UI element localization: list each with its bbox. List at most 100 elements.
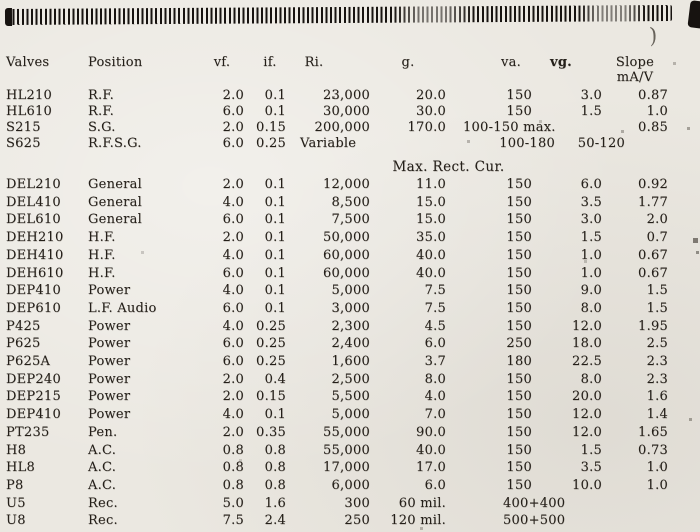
cell-position: H.F. [88, 230, 116, 246]
cell-g: 35.0 [416, 230, 446, 246]
cell-va: 150 [506, 460, 532, 476]
cell-g: 17.0 [416, 460, 446, 476]
cell-vf: 4.0 [222, 247, 244, 263]
cell-vf: 6.0 [222, 104, 244, 119]
table-row: DEP215 Power 2.0 0.15 5,500 4.0 150 20.0 1.6 [6, 389, 668, 404]
cell-vg: 3.5 [580, 194, 602, 210]
table-row: DEP410 Power 4.0 0.1 5,000 7.5 150 9.0 1.5 [6, 283, 668, 298]
cell-if: 0.15 [256, 120, 286, 135]
cell-ri: 60,000 [323, 247, 370, 263]
cell-vf: 2.0 [222, 120, 244, 135]
cell-position: H.F. [88, 247, 116, 263]
cell-valve: DEL210 [6, 177, 61, 192]
cell-slope: 0.67 [638, 247, 668, 263]
cell-position: L.F. Audio [88, 300, 157, 316]
cell-vf: 4.0 [222, 194, 244, 210]
cell-if: 0.15 [256, 389, 286, 405]
table-row: P425 Power 4.0 0.25 2,300 4.5 150 12.0 1.95 [6, 319, 668, 334]
cell-ri: 5,000 [331, 283, 370, 299]
cell-slope: 1.77 [638, 194, 668, 210]
cell-position: R.F.S.G. [88, 136, 142, 151]
table-row: P625A Power 6.0 0.25 1,600 3.7 180 22.5 2.3 [6, 354, 668, 369]
column-header-g: g. [401, 55, 415, 70]
cell-ri: 2,500 [331, 371, 370, 387]
cell-if: 0.1 [264, 407, 286, 423]
column-header-if: if. [263, 55, 277, 70]
cell-vf: 6.0 [222, 265, 244, 281]
cell-position: Power [88, 407, 131, 423]
table-row: P625 Power 6.0 0.25 2,400 6.0 250 18.0 2.5 [6, 336, 668, 351]
cell-vf: 6.0 [222, 354, 244, 369]
cell-ri: 12,000 [323, 177, 370, 192]
cell-slope: 0.7 [646, 230, 668, 246]
cell-ri: Variable [300, 136, 357, 151]
cell-slope: 1.5 [646, 283, 668, 299]
column-header-vg: vg. [550, 55, 572, 70]
cell-vf: 0.8 [222, 477, 244, 493]
cell-position: General [88, 212, 143, 228]
cell-position: S.G. [88, 120, 116, 135]
cell-va: 100-150 max. [463, 120, 556, 135]
cell-vg: 3.5 [580, 460, 602, 476]
film-strip-decoration [7, 4, 673, 26]
cell-if: 0.25 [256, 136, 286, 151]
cell-vg: 50-120 [577, 136, 625, 151]
cell-vg: 12.0 [572, 407, 602, 423]
cell-g: 6.0 [424, 477, 446, 493]
cell-position: R.F. [88, 88, 115, 103]
cell-vg: 1.5 [580, 442, 602, 458]
cell-vf: 4.0 [222, 407, 244, 423]
column-header-position: Position [88, 55, 143, 70]
cell-vg: 1.0 [580, 265, 602, 281]
cell-vf: 2.0 [222, 389, 244, 405]
cell-va: 150 [506, 318, 532, 334]
cell-position: Power [88, 336, 131, 352]
table-row: HL610 R.F. 6.0 0.1 30,000 30.0 150 1.5 1.0 [6, 104, 668, 119]
cell-vf: 4.0 [222, 318, 244, 334]
cell-ri: 200,000 [314, 120, 370, 135]
cell-valve: PT235 [6, 424, 50, 440]
cell-ri: 17,000 [323, 460, 370, 476]
table-row: DEL210 General 2.0 0.1 12,000 11.0 150 6.0 0.92 [6, 177, 668, 192]
table-row: S215 S.G. 2.0 0.15 200,000 170.0 100-150 max. 0… [6, 120, 668, 135]
cell-g: 11.0 [416, 177, 446, 192]
table-row: HL8 A.C. 0.8 0.8 17,000 17.0 150 3.5 1.0 [6, 460, 668, 475]
cell-slope: 1.95 [638, 318, 668, 334]
cell-vf: 0.8 [222, 442, 244, 458]
section-note-max-rect-cur: Max. Rect. Cur. [392, 159, 505, 175]
cell-g: 3.7 [424, 354, 446, 369]
table-row: DEH610 H.F. 6.0 0.1 60,000 40.0 150 1.0 0.67 [6, 266, 668, 281]
cell-g: 40.0 [416, 247, 446, 263]
cell-slope: 1.0 [646, 477, 668, 493]
cell-valve: S215 [6, 120, 41, 135]
cell-valve: HL8 [6, 460, 35, 476]
cell-vg: 1.5 [580, 104, 602, 119]
cell-vf: 4.0 [222, 283, 244, 299]
cell-va: 150 [506, 212, 532, 228]
cell-slope: 1.65 [638, 424, 668, 440]
ink-squiggle-mark-icon: ) [646, 22, 660, 49]
cell-va: 150 [506, 88, 532, 103]
cell-g: 7.5 [424, 300, 446, 316]
cell-ri: 55,000 [323, 442, 370, 458]
table-row: DEP240 Power 2.0 0.4 2,500 8.0 150 8.0 2.3 [6, 372, 668, 387]
cell-ri: 3,000 [331, 300, 370, 316]
cell-position: A.C. [88, 477, 117, 493]
cell-vf: 2.0 [222, 230, 244, 246]
cell-vf: 2.0 [222, 177, 244, 192]
cell-valve: DEL610 [6, 212, 61, 228]
cell-ri: 8,500 [331, 194, 370, 210]
cell-va: 150 [506, 230, 532, 246]
cell-position: H.F. [88, 265, 116, 281]
cell-if: 0.1 [264, 88, 286, 103]
cell-ri: 60,000 [323, 265, 370, 281]
cell-valve: DEH210 [6, 230, 64, 246]
table-row: U8 Rec. 7.5 2.4 250 120 mil. 500+500 [6, 513, 668, 528]
cell-vg: 3.0 [580, 88, 602, 103]
cell-vf: 2.0 [222, 88, 244, 103]
cell-ri: 250 [344, 513, 370, 529]
cell-position: Rec. [88, 513, 118, 529]
table-row: P8 A.C. 0.8 0.8 6,000 6.0 150 10.0 1.0 [6, 478, 668, 493]
cell-ri: 5,500 [331, 389, 370, 405]
cell-valve: P625 [6, 336, 41, 352]
